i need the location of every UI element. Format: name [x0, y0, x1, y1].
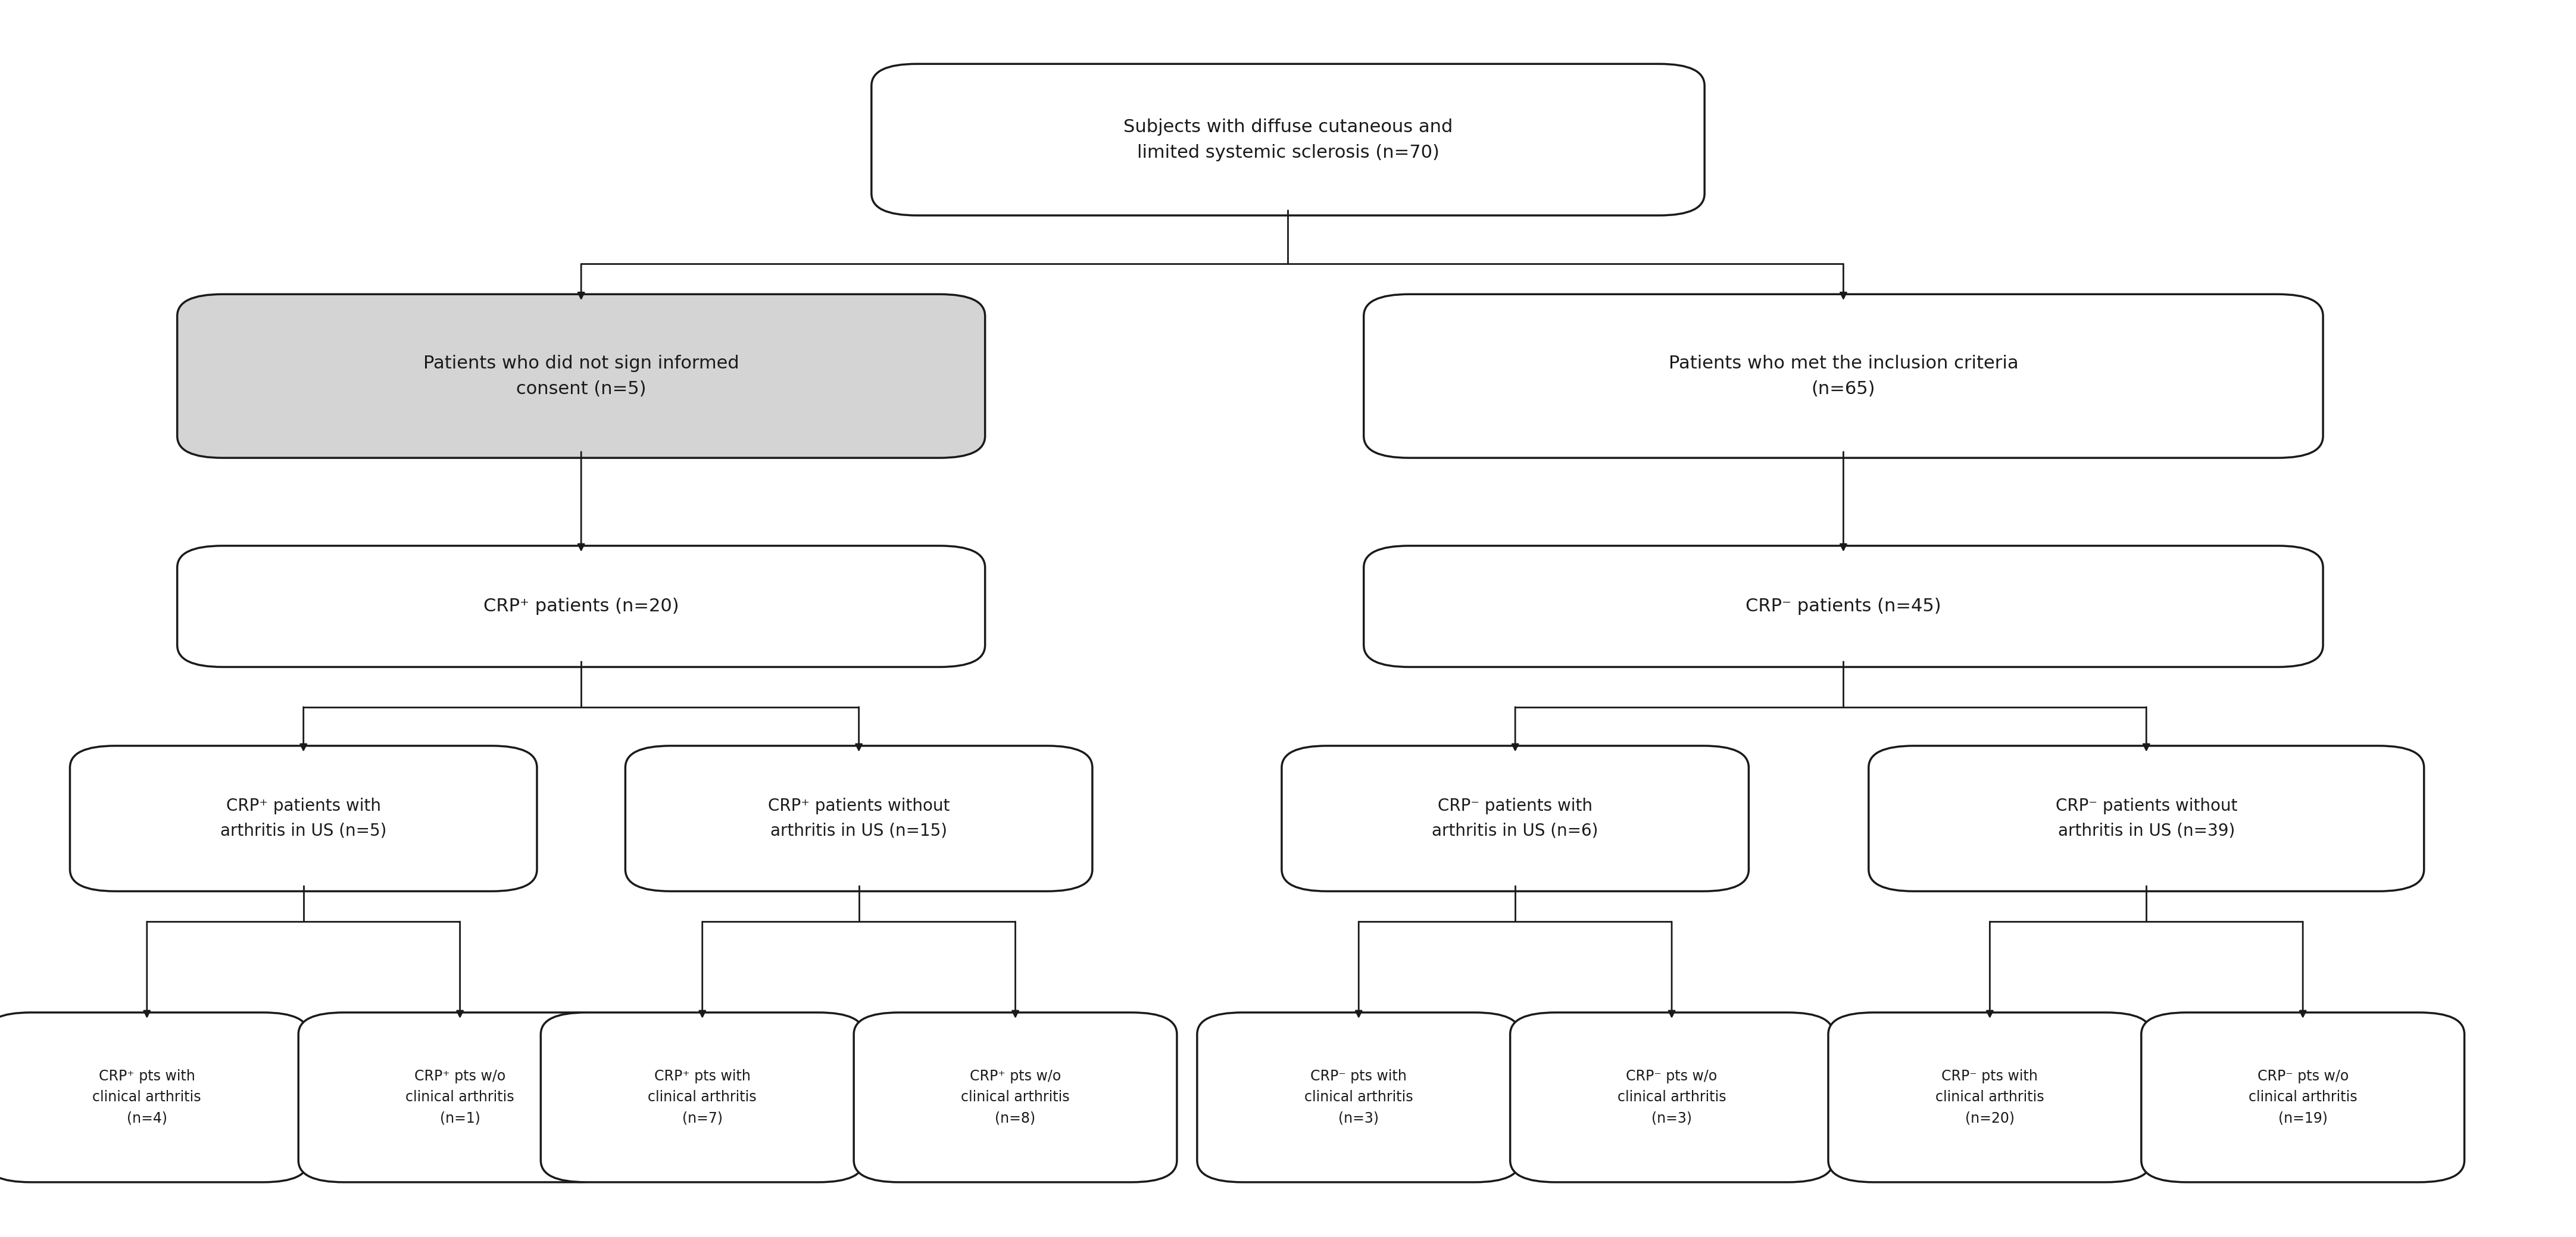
FancyBboxPatch shape: [178, 294, 984, 458]
Text: CRP⁺ pts w/o
clinical arthritis
(n=8): CRP⁺ pts w/o clinical arthritis (n=8): [961, 1069, 1069, 1126]
Text: CRP⁻ patients (n=45): CRP⁻ patients (n=45): [1747, 597, 1942, 615]
FancyBboxPatch shape: [1363, 294, 2324, 458]
Text: CRP⁻ pts w/o
clinical arthritis
(n=3): CRP⁻ pts w/o clinical arthritis (n=3): [1618, 1069, 1726, 1126]
FancyBboxPatch shape: [1829, 1012, 2151, 1183]
Text: Subjects with diffuse cutaneous and
limited systemic sclerosis (n=70): Subjects with diffuse cutaneous and limi…: [1123, 119, 1453, 161]
Text: CRP⁺ pts w/o
clinical arthritis
(n=1): CRP⁺ pts w/o clinical arthritis (n=1): [404, 1069, 515, 1126]
Text: CRP⁺ pts with
clinical arthritis
(n=4): CRP⁺ pts with clinical arthritis (n=4): [93, 1069, 201, 1126]
Text: CRP⁻ pts with
clinical arthritis
(n=3): CRP⁻ pts with clinical arthritis (n=3): [1303, 1069, 1414, 1126]
FancyBboxPatch shape: [1510, 1012, 1834, 1183]
Text: CRP⁺ patients (n=20): CRP⁺ patients (n=20): [484, 597, 680, 615]
FancyBboxPatch shape: [626, 746, 1092, 891]
FancyBboxPatch shape: [70, 746, 536, 891]
Text: CRP⁻ pts with
clinical arthritis
(n=20): CRP⁻ pts with clinical arthritis (n=20): [1935, 1069, 2045, 1126]
FancyBboxPatch shape: [1283, 746, 1749, 891]
Text: Patients who met the inclusion criteria
(n=65): Patients who met the inclusion criteria …: [1669, 355, 2020, 397]
FancyBboxPatch shape: [0, 1012, 309, 1183]
Text: CRP⁻ patients with
arthritis in US (n=6): CRP⁻ patients with arthritis in US (n=6): [1432, 798, 1597, 839]
Text: Patients who did not sign informed
consent (n=5): Patients who did not sign informed conse…: [422, 355, 739, 397]
FancyBboxPatch shape: [299, 1012, 621, 1183]
FancyBboxPatch shape: [1198, 1012, 1520, 1183]
FancyBboxPatch shape: [178, 546, 984, 667]
FancyBboxPatch shape: [541, 1012, 863, 1183]
Text: CRP⁺ pts with
clinical arthritis
(n=7): CRP⁺ pts with clinical arthritis (n=7): [649, 1069, 757, 1126]
Text: CRP⁻ pts w/o
clinical arthritis
(n=19): CRP⁻ pts w/o clinical arthritis (n=19): [2249, 1069, 2357, 1126]
FancyBboxPatch shape: [1868, 746, 2424, 891]
Text: CRP⁻ patients without
arthritis in US (n=39): CRP⁻ patients without arthritis in US (n…: [2056, 798, 2236, 839]
FancyBboxPatch shape: [1363, 546, 2324, 667]
FancyBboxPatch shape: [2141, 1012, 2465, 1183]
FancyBboxPatch shape: [871, 64, 1705, 215]
Text: CRP⁺ patients without
arthritis in US (n=15): CRP⁺ patients without arthritis in US (n…: [768, 798, 951, 839]
FancyBboxPatch shape: [853, 1012, 1177, 1183]
Text: CRP⁺ patients with
arthritis in US (n=5): CRP⁺ patients with arthritis in US (n=5): [222, 798, 386, 839]
